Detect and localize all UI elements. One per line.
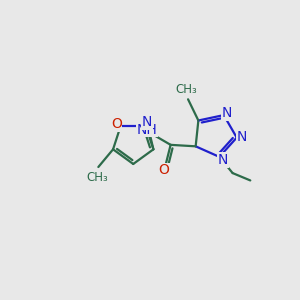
Text: N: N xyxy=(222,106,232,120)
Text: O: O xyxy=(158,164,169,178)
Text: N: N xyxy=(218,153,228,167)
Text: CH₃: CH₃ xyxy=(176,83,197,96)
Text: O: O xyxy=(111,117,122,131)
Text: NH: NH xyxy=(137,122,158,136)
Text: CH₃: CH₃ xyxy=(86,170,108,184)
Text: N: N xyxy=(237,130,247,144)
Text: N: N xyxy=(142,115,152,129)
